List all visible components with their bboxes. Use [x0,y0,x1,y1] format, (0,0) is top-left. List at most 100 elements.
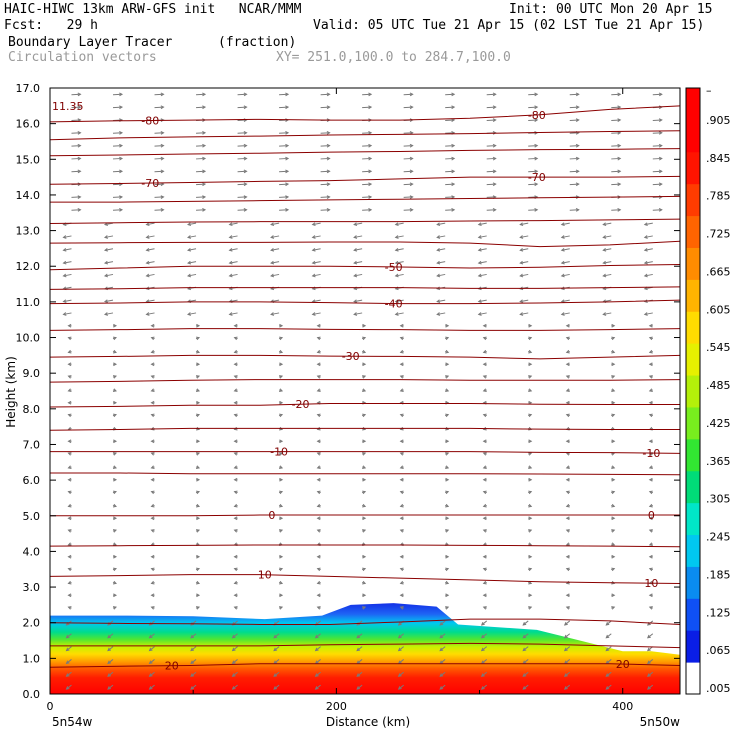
vector-shaft [478,222,487,226]
temperature-contour [50,328,680,331]
vector-arrow [311,235,321,239]
vector-arrow [233,375,238,379]
vector-arrow [228,273,238,278]
vector-arrow [145,235,155,239]
temperature-contour [50,240,680,248]
vector-shaft [190,646,197,651]
vector-arrow [648,516,653,521]
vector-head [148,634,153,639]
vector-head [617,118,622,122]
vector-head [445,439,450,444]
vector-arrow [399,529,404,533]
vector-head [62,299,67,304]
vector-shaft [196,145,206,147]
vector-head [399,362,404,367]
vector-shaft [229,261,238,264]
vector-head [439,647,444,652]
temperature-contour [50,130,680,141]
vector-head [112,567,117,572]
vector-arrow [436,247,446,252]
temperature-contour [50,427,680,431]
vector-head [187,235,192,239]
vector-arrow [316,388,321,392]
colorbar-swatch [686,343,700,376]
vector-shaft [445,170,455,173]
vector-arrow [486,208,497,212]
vector-arrow [279,554,284,559]
vector-arrow [560,235,570,239]
vector-head [451,105,456,110]
vector-arrow [279,195,290,199]
vector-arrow [652,156,663,161]
vector-arrow [311,247,321,252]
vector-arrow [652,118,663,122]
vector-shaft [112,157,123,160]
vector-arrow [445,80,454,83]
vector-arrow [611,503,616,508]
vector-head [150,567,155,572]
vector-shaft [107,671,114,677]
vector-shaft [362,196,372,198]
vector-head [611,465,616,469]
vector-head [233,516,238,521]
vector-head [231,673,236,677]
vector-arrow [311,260,321,265]
vector-arrow [436,312,446,316]
vector-arrow [145,312,155,316]
vector-shaft [652,209,662,211]
vector-head [150,400,155,405]
vector-head [451,182,456,187]
vector-shaft [403,170,413,173]
vector-arrow [528,452,533,456]
vector-head [617,156,622,161]
vector-arrow [528,336,533,341]
y-tick-label: 17.0 [16,82,41,95]
vector-arrow [648,606,653,610]
vector-head [244,80,247,83]
vector-arrow [150,465,155,469]
vector-arrow [67,362,72,367]
vector-arrow [648,388,653,392]
vector-arrow [477,247,487,252]
vector-head [316,452,321,456]
vector-arrow [154,208,165,212]
vector-shaft [107,684,114,690]
vector-head [399,388,404,392]
vector-arrow [112,208,124,212]
vector-arrow [233,567,238,572]
vector-arrow [361,490,367,495]
vector-shaft [481,646,488,651]
vector-head [233,554,238,559]
vector-head [368,92,373,97]
vector-arrow [112,105,124,110]
vector-arrow [397,684,404,690]
vector-arrow [62,235,72,239]
vector-head [103,299,109,304]
vector-arrow [150,477,155,482]
vector-arrow [196,169,207,174]
vector-head [77,92,82,97]
vector-arrow [611,105,622,110]
vector-arrow [399,503,404,508]
vector-shaft [569,209,579,211]
vector-head [646,673,651,677]
vector-shaft [564,659,571,664]
vector-shaft [362,106,372,109]
vector-arrow [560,247,570,252]
vector-arrow [439,684,446,690]
colorbar-swatch [686,183,700,217]
vector-shaft [520,222,529,226]
vector-head [67,503,72,508]
vector-head [279,580,284,585]
vector-head [119,131,124,135]
vector-shaft [644,273,653,277]
vector-head [316,336,321,341]
vector-arrow [611,362,616,367]
vector-arrow [278,349,284,354]
vector-head [605,673,610,677]
vector-head [161,80,164,83]
vector-arrow [279,477,284,482]
vector-arrow [436,222,446,227]
vector-shaft [190,684,197,690]
vector-shaft [403,157,413,160]
